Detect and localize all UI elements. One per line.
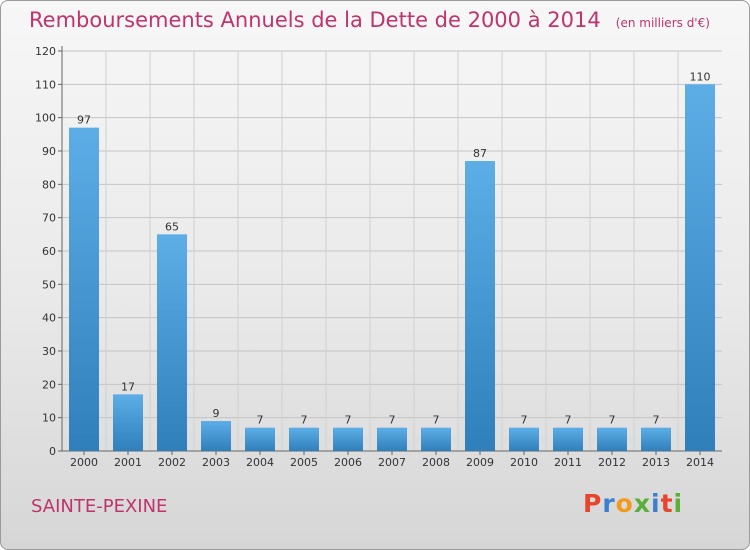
x-tick-label: 2002 xyxy=(158,456,186,469)
y-tick-label: 0 xyxy=(49,445,56,458)
bar-2011 xyxy=(553,427,583,451)
logo-letter: i xyxy=(673,489,684,518)
value-label: 7 xyxy=(433,414,440,427)
bar-2009 xyxy=(465,161,495,451)
bar-2000 xyxy=(69,127,99,452)
y-tick-label: 60 xyxy=(42,245,56,258)
chart-title-text: Remboursements Annuels de la Dette de 20… xyxy=(29,8,601,32)
x-tick-label: 2000 xyxy=(70,456,98,469)
logo-letter: r xyxy=(602,489,616,518)
logo-letter: o xyxy=(615,489,634,518)
x-tick-label: 2009 xyxy=(466,456,494,469)
x-tick-label: 2014 xyxy=(686,456,714,469)
bars xyxy=(69,84,715,452)
x-tick-label: 2010 xyxy=(510,456,538,469)
y-tick-label: 110 xyxy=(35,78,56,91)
x-tick-label: 2005 xyxy=(290,456,318,469)
x-tick-label: 2003 xyxy=(202,456,230,469)
value-label: 110 xyxy=(690,70,711,83)
value-label: 7 xyxy=(653,414,660,427)
y-tick-label: 20 xyxy=(42,378,56,391)
bar-2001 xyxy=(113,394,143,451)
bar-2010 xyxy=(509,427,539,451)
x-tick-label: 2011 xyxy=(554,456,582,469)
y-tick-label: 80 xyxy=(42,178,56,191)
proxiti-logo: Proxiti xyxy=(583,489,683,518)
x-tick-label: 2008 xyxy=(422,456,450,469)
x-tick-label: 2012 xyxy=(598,456,626,469)
axes: 0 10 20 30 40 50 60 70 80 90 100 110 120 2000 2001 2002… xyxy=(35,45,722,469)
y-tick-label: 50 xyxy=(42,278,56,291)
x-tick-label: 2007 xyxy=(378,456,406,469)
y-tick-label: 100 xyxy=(35,112,56,125)
value-label: 7 xyxy=(257,414,264,427)
chart-title: Remboursements Annuels de la Dette de 20… xyxy=(29,8,710,32)
logo-letter: x xyxy=(633,489,651,518)
logo-letter: i xyxy=(651,489,661,518)
bar-2006 xyxy=(333,427,363,451)
value-label: 7 xyxy=(521,414,528,427)
value-label: 7 xyxy=(345,414,352,427)
value-label: 17 xyxy=(121,380,135,393)
commune-name: SAINTE-PEXINE xyxy=(31,496,168,517)
value-label: 97 xyxy=(77,114,91,127)
x-tick-label: 2006 xyxy=(334,456,362,469)
y-tick-label: 70 xyxy=(42,212,56,225)
y-tick-label: 30 xyxy=(42,345,56,358)
bar-2003 xyxy=(201,421,231,451)
bar-2005 xyxy=(289,427,319,451)
value-label: 7 xyxy=(609,414,616,427)
value-label: 65 xyxy=(165,220,179,233)
x-tick-label: 2001 xyxy=(114,456,142,469)
logo-letter: t xyxy=(660,489,674,518)
grid-lines xyxy=(62,50,722,451)
bar-2012 xyxy=(597,427,627,451)
value-label: 7 xyxy=(389,414,396,427)
x-tick-label: 2004 xyxy=(246,456,274,469)
bar-2007 xyxy=(377,427,407,451)
bar-2002 xyxy=(157,234,187,451)
y-tick-label: 90 xyxy=(42,145,56,158)
y-tick-label: 120 xyxy=(35,45,56,58)
bar-2014 xyxy=(685,84,715,451)
bar-2008 xyxy=(421,427,451,451)
logo-letter: P xyxy=(583,489,603,518)
y-tick-label: 40 xyxy=(42,312,56,325)
y-tick-label: 10 xyxy=(42,412,56,425)
chart-unit: (en milliers d'€) xyxy=(615,16,710,30)
value-label: 9 xyxy=(213,407,220,420)
x-tick-label: 2013 xyxy=(642,456,670,469)
value-label: 7 xyxy=(301,414,308,427)
bar-2013 xyxy=(641,427,671,451)
value-label: 87 xyxy=(473,147,487,160)
value-label: 7 xyxy=(565,414,572,427)
bar-2004 xyxy=(245,427,275,451)
